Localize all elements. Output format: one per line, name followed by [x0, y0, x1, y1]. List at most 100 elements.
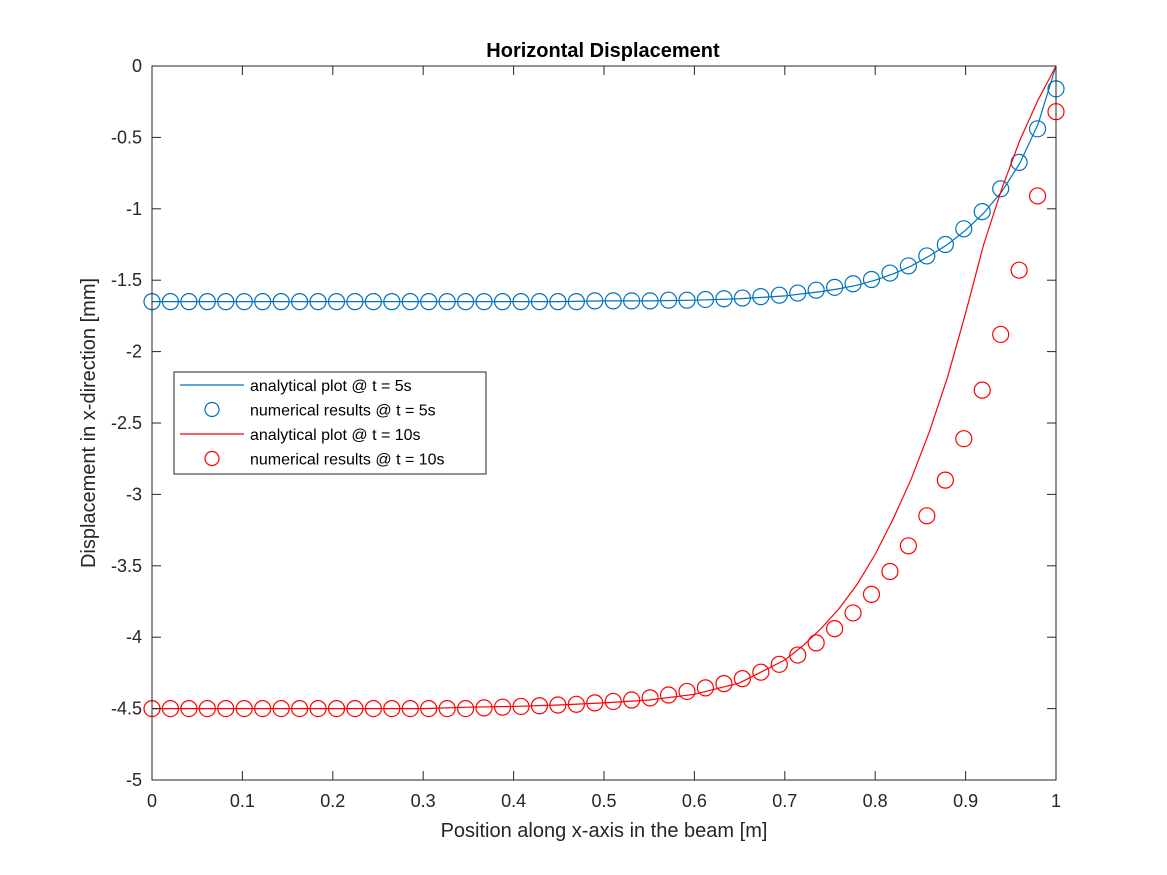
data-point — [973, 381, 991, 399]
data-point — [493, 293, 512, 311]
data-point — [327, 699, 346, 718]
legend-box — [173, 371, 487, 475]
data-point — [641, 689, 659, 707]
series-line — [152, 65, 1057, 710]
legend-label: analytical plot @ t = 10s — [250, 427, 421, 444]
data-point — [272, 293, 290, 311]
data-point — [567, 293, 585, 311]
y-tick-label: -1.5 — [111, 270, 142, 290]
data-point — [936, 235, 954, 254]
data-point — [549, 696, 567, 714]
data-point — [973, 203, 991, 221]
data-point — [198, 293, 216, 311]
y-tick-label: -2 — [126, 342, 142, 362]
y-tick-label: -4 — [126, 627, 142, 647]
legend-entry-4: numerical results @ t = 10s — [204, 450, 445, 469]
data-point — [807, 281, 825, 299]
data-point — [161, 293, 180, 311]
chart-title: Horizontal Displacement — [486, 40, 720, 62]
data-point — [1028, 187, 1047, 205]
x-axis-label: Position along x-axis in the beam [m] — [441, 820, 768, 842]
data-point — [364, 293, 382, 311]
x-tick-label: 0.4 — [501, 791, 526, 811]
data-point — [826, 278, 844, 296]
series-line — [152, 65, 1057, 303]
y-tick-label: -3 — [126, 484, 142, 504]
series-layer — [143, 65, 1065, 718]
x-tick-label: 0.5 — [591, 791, 616, 811]
x-tick-label: 1 — [1051, 791, 1061, 811]
data-point — [291, 699, 309, 718]
data-point — [457, 699, 475, 718]
data-point — [180, 293, 198, 311]
data-point — [992, 180, 1010, 198]
data-point — [586, 292, 604, 310]
data-point — [254, 293, 272, 311]
data-point — [752, 288, 770, 306]
x-tick-label: 0.3 — [411, 791, 436, 811]
data-point — [936, 471, 954, 489]
data-point — [770, 655, 788, 673]
data-point — [346, 699, 364, 718]
data-point — [1028, 120, 1047, 138]
data-point — [420, 293, 438, 311]
data-point — [512, 697, 530, 716]
data-point — [235, 699, 253, 718]
data-point — [659, 686, 678, 704]
legend-marker-swatch — [204, 450, 220, 467]
data-point — [659, 291, 678, 309]
data-point — [475, 293, 493, 311]
data-point — [789, 646, 807, 664]
y-axis-label: Displacement in x-direction [mm] — [78, 278, 100, 568]
data-point — [327, 293, 346, 311]
data-point — [438, 293, 456, 311]
data-point — [807, 634, 825, 652]
legend-label: numerical results @ t = 5s — [250, 403, 436, 420]
data-point — [881, 562, 899, 581]
data-point — [401, 699, 419, 718]
data-point — [217, 293, 235, 311]
data-point — [549, 293, 567, 311]
data-point — [733, 670, 752, 688]
data-point — [826, 620, 844, 638]
data-point — [493, 698, 512, 716]
data-point — [844, 604, 862, 622]
data-point — [623, 292, 641, 310]
series-3 — [152, 65, 1057, 710]
data-point — [364, 699, 382, 718]
legend-marker-swatch — [204, 401, 220, 418]
data-point — [309, 699, 327, 718]
data-point — [992, 325, 1010, 344]
data-point — [752, 663, 770, 681]
legend-entry-2: numerical results @ t = 5s — [204, 401, 436, 420]
data-point — [918, 247, 936, 265]
data-point — [530, 697, 549, 715]
y-tick-label: -1 — [126, 199, 142, 219]
data-point — [641, 292, 659, 310]
y-tick-label: -0.5 — [111, 127, 142, 147]
data-point — [383, 699, 401, 718]
y-tick-label: -5 — [126, 770, 142, 790]
legend-entry-1: analytical plot @ t = 5s — [180, 378, 412, 395]
data-point — [696, 290, 715, 309]
data-point — [272, 699, 290, 718]
data-point — [623, 691, 641, 709]
legend-label: numerical results @ t = 10s — [250, 452, 445, 469]
data-point — [346, 293, 364, 311]
x-tick-label: 0 — [147, 791, 157, 811]
data-point — [862, 270, 881, 289]
y-tick-label: -3.5 — [111, 556, 142, 576]
data-point — [770, 286, 788, 304]
data-point — [696, 679, 715, 697]
data-point — [291, 293, 309, 311]
data-point — [161, 699, 180, 718]
data-point — [604, 692, 622, 711]
legend-label: analytical plot @ t = 5s — [250, 378, 412, 395]
series-2 — [143, 80, 1065, 311]
data-point — [733, 289, 752, 307]
data-point — [678, 291, 696, 309]
data-point — [678, 682, 696, 701]
y-tick-label: 0 — [132, 56, 142, 76]
axes-layer — [151, 65, 1057, 781]
